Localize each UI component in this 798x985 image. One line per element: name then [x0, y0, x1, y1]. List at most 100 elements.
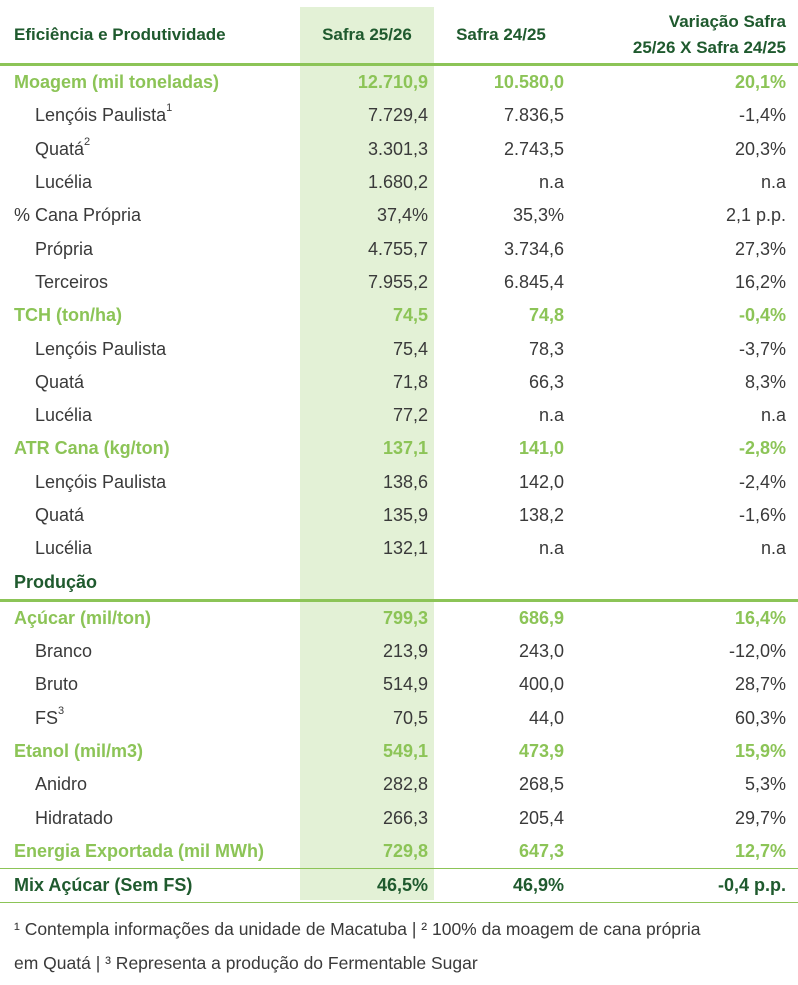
- value-variation: 20,3%: [734, 138, 786, 159]
- header-indicator: Eficiência e Produtividade: [0, 7, 300, 66]
- row-label-text: Quatá: [35, 138, 85, 159]
- value-safra-2526: 74,5: [392, 305, 428, 326]
- header-variation-line2: 25/26 X Safra 24/25: [632, 38, 786, 57]
- row-label: Bruto: [35, 674, 79, 695]
- table-row: Lençóis Paulista 138,6 142,0 -2,4%: [0, 466, 798, 499]
- value-variation: -3,7%: [738, 338, 786, 359]
- value-variation: -2,8%: [738, 438, 786, 459]
- table-row: Lucélia 1.680,2 n.a n.a: [0, 166, 798, 199]
- value-safra-2425: 44,0: [528, 707, 564, 728]
- table-row: FS3 70,5 44,0 60,3%: [0, 702, 798, 735]
- empty-cell: [568, 565, 798, 602]
- value-variation: 28,7%: [734, 674, 786, 695]
- table-row: Moagem (mil toneladas) 12.710,9 10.580,0…: [0, 65, 798, 100]
- row-label: Branco: [35, 641, 93, 662]
- table-row: ATR Cana (kg/ton) 137,1 141,0 -2,8%: [0, 432, 798, 465]
- highlighted-column-background: [300, 7, 434, 900]
- value-safra-2526: 132,1: [382, 538, 428, 559]
- value-variation: 2,1 p.p.: [725, 205, 786, 226]
- table-row: Anidro 282,8 268,5 5,3%: [0, 768, 798, 801]
- value-variation: -0,4 p.p.: [568, 868, 798, 904]
- value-safra-2425: 46,9%: [434, 868, 568, 904]
- row-label: Moagem (mil toneladas): [14, 72, 220, 93]
- efficiency-productivity-table: Eficiência e Produtividade Safra 25/26 S…: [0, 7, 798, 904]
- table-row: Hidratado 266,3 205,4 29,7%: [0, 802, 798, 835]
- table-row: Quatá2 3.301,3 2.743,5 20,3%: [0, 133, 798, 166]
- value-safra-2425: 78,3: [528, 338, 564, 359]
- footnote-marker: 2: [84, 135, 91, 148]
- value-variation: 12,7%: [568, 834, 798, 870]
- value-safra-2526: 77,2: [392, 405, 428, 426]
- table-row: Lucélia 77,2 n.a n.a: [0, 399, 798, 432]
- value-variation: n.a: [760, 538, 786, 559]
- value-safra-2526: 75,4: [392, 338, 428, 359]
- row-label: Energia Exportada (mil MWh): [0, 834, 300, 870]
- table-row: % Cana Própria 37,4% 35,3% 2,1 p.p.: [0, 199, 798, 232]
- value-safra-2425: 138,2: [518, 505, 564, 525]
- row-label: % Cana Própria: [14, 205, 142, 226]
- row-label-text: FS: [35, 707, 59, 728]
- table-row: Mix Açúcar (Sem FS) 46,5% 46,9% -0,4 p.p…: [0, 868, 798, 904]
- table-row: Açúcar (mil/ton) 799,3 686,9 16,4%: [0, 600, 798, 635]
- section-header-row: Produção: [0, 565, 798, 602]
- value-safra-2526: 46,5%: [300, 868, 434, 904]
- row-label: Quatá: [35, 505, 85, 525]
- row-label: Lucélia: [35, 172, 93, 193]
- value-safra-2425: 3.734,6: [503, 238, 564, 259]
- row-label: Anidro: [35, 774, 88, 795]
- table-row: Lençóis Paulista 75,4 78,3 -3,7%: [0, 332, 798, 365]
- row-label: Lençóis Paulista: [35, 471, 167, 492]
- value-safra-2526: 1.680,2: [367, 172, 428, 193]
- row-label: Quatá2: [0, 133, 300, 166]
- value-variation: 60,3%: [734, 707, 786, 728]
- row-label: Lucélia: [35, 405, 93, 426]
- value-variation: 8,3%: [744, 371, 786, 392]
- value-safra-2526: 799,3: [382, 607, 428, 628]
- table-row: Própria 4.755,7 3.734,6 27,3%: [0, 232, 798, 265]
- value-safra-2526: 4.755,7: [367, 238, 428, 259]
- value-safra-2526: 282,8: [382, 774, 428, 795]
- table-row: Energia Exportada (mil MWh) 729,8 647,3 …: [0, 834, 798, 870]
- table-row: Bruto 514,9 400,0 28,7%: [0, 668, 798, 701]
- value-safra-2425: 686,9: [518, 607, 564, 628]
- value-safra-2425: 2.743,5: [503, 138, 564, 159]
- value-safra-2526: 7.729,4: [367, 105, 428, 126]
- value-safra-2425: 243,0: [518, 641, 564, 662]
- empty-cell: [300, 565, 434, 602]
- row-label: Lençóis Paulista1: [0, 99, 300, 132]
- footnote-marker: 3: [58, 704, 65, 717]
- value-safra-2526: 71,8: [392, 371, 428, 392]
- value-variation: 16,4%: [734, 607, 786, 628]
- row-label: ATR Cana (kg/ton): [14, 438, 170, 459]
- row-label: Lençóis Paulista: [35, 338, 167, 359]
- value-variation: 29,7%: [734, 807, 786, 828]
- row-label: Quatá: [35, 371, 85, 392]
- row-label: Terceiros: [35, 271, 109, 292]
- value-safra-2425: 473,9: [518, 741, 564, 762]
- value-safra-2425: n.a: [538, 538, 564, 559]
- footnote-line-1: ¹ Contempla informações da unidade de Ma…: [14, 919, 701, 939]
- table-row: Quatá 71,8 66,3 8,3%: [0, 366, 798, 399]
- value-safra-2526: 3.301,3: [367, 138, 428, 159]
- footnotes: ¹ Contempla informações da unidade de Ma…: [14, 912, 789, 980]
- value-safra-2425: 141,0: [518, 438, 564, 459]
- value-safra-2425: 35,3%: [512, 205, 564, 226]
- value-safra-2425: 6.845,4: [503, 271, 564, 292]
- header-safra-2526: Safra 25/26: [300, 7, 434, 66]
- value-safra-2526: 135,9: [382, 505, 428, 525]
- row-label-text: Lençóis Paulista: [35, 105, 167, 126]
- table-row: Terceiros 7.955,2 6.845,4 16,2%: [0, 266, 798, 299]
- value-variation: -1,4%: [738, 105, 786, 126]
- footnote-marker: 1: [166, 102, 173, 115]
- value-safra-2425: n.a: [538, 405, 564, 426]
- table-row: Quatá 135,9 138,2 -1,6%: [0, 499, 798, 532]
- section-label: Produção: [0, 565, 300, 602]
- value-variation: 15,9%: [734, 741, 786, 762]
- table-row: Lucélia 132,1 n.a n.a: [0, 532, 798, 565]
- value-safra-2425: 142,0: [518, 471, 564, 492]
- value-variation: 16,2%: [734, 271, 786, 292]
- value-safra-2526: 729,8: [300, 834, 434, 870]
- value-variation: n.a: [760, 172, 786, 193]
- value-safra-2425: 74,8: [528, 305, 564, 326]
- value-safra-2425: 647,3: [434, 834, 568, 870]
